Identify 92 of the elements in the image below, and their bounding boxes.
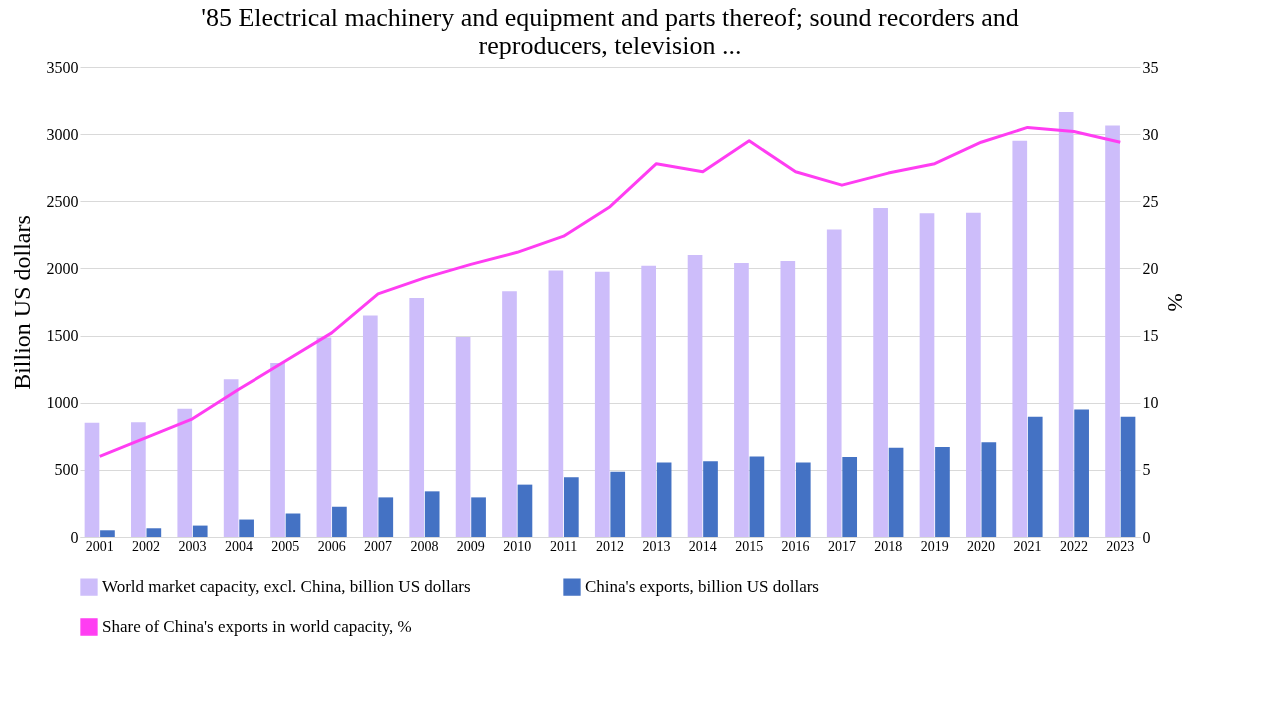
bar [687,255,703,537]
bar [548,270,564,537]
bar [131,422,146,537]
bar [873,208,888,537]
y-tick-label: 500 [54,461,79,479]
x-tick-label: 2018 [874,538,903,554]
x-tick-label: 2011 [549,538,578,554]
legend-label: Share of China's exports in world capacity, % [102,617,412,636]
bar [1012,140,1028,537]
bar [177,408,193,537]
x-tick-label: 2022 [1059,538,1088,554]
x-tick-label: 2002 [132,538,161,554]
bar [780,261,796,537]
bar [409,297,425,537]
bar [749,456,765,537]
x-tick-label: 2001 [85,538,114,554]
bar [455,336,471,537]
bar [223,379,239,537]
y-tick-label: 0 [70,528,79,546]
bar [966,212,981,537]
bar [594,271,610,537]
y-tick-label: 2000 [46,259,79,277]
bar [316,337,332,537]
bar [517,484,533,537]
y2-tick-label: 10 [1142,394,1159,412]
y2-tick-label: 20 [1142,259,1159,277]
y-axis-title: Billion US dollars [8,215,35,390]
bar [826,229,842,537]
x-tick-label: 2017 [827,538,856,554]
bar [471,497,486,537]
bar [981,442,997,537]
y2-tick-label: 30 [1142,125,1159,143]
bar [378,497,394,537]
legend-label: World market capacity, excl. China, billion US dollars [102,577,471,597]
x-tick-label: 2003 [178,538,207,554]
x-tick-label: 2023 [1106,538,1135,554]
legend-label: China's exports, billion US dollars [585,577,819,597]
x-tick-label: 2012 [596,538,624,554]
x-tick-label: 2015 [735,538,764,554]
bar [656,462,672,537]
bar [935,447,950,537]
x-tick-label: 2009 [456,538,485,554]
bar [285,513,301,537]
y2-tick-label: 15 [1142,327,1159,345]
bar [192,525,208,537]
bar [1058,111,1074,537]
y2-tick-label: 0 [1142,528,1151,546]
bar [610,471,626,537]
bar [270,363,285,537]
y-tick-label: 1500 [46,327,79,345]
y2-tick-label: 5 [1142,461,1151,479]
bar [1027,416,1043,537]
y-tick-label: 3000 [46,125,79,143]
y2-axis-title: % [1162,293,1188,312]
line-series [98,125,1122,458]
chart-title: '85 Electrical machinery and equipment and parts thereof; sound recorders and reproducers, television ... [201,3,1019,60]
x-tick-label: 2010 [503,538,532,554]
bar [146,528,162,537]
x-tick-label: 2008 [410,538,439,554]
bar [424,491,440,537]
bar [502,291,517,537]
bar [100,530,115,537]
x-tick-label: 2020 [967,538,996,554]
x-tick-label: 2006 [317,538,346,554]
x-tick-label: 2021 [1013,538,1042,554]
bar [362,315,378,537]
bar [1074,409,1089,537]
x-tick-label: 2019 [920,538,949,554]
bar [842,457,858,537]
x-tick-label: 2016 [781,538,810,554]
bar [641,265,656,537]
bar [888,447,904,537]
x-tick-label: 2007 [364,538,393,554]
x-tick-label: 2014 [688,538,717,554]
y-tick-label: 1000 [46,394,79,412]
y-tick-label: 3500 [46,58,79,76]
bar [239,519,254,537]
y2-tick-label: 35 [1142,58,1159,76]
bar [795,462,811,537]
bar [84,422,100,537]
x-tick-label: 2005 [271,538,300,554]
y2-tick-label: 25 [1142,192,1159,210]
y-tick-label: 2500 [46,192,79,210]
bar [703,461,718,537]
x-tick-label: 2013 [642,538,671,554]
bar [734,263,749,537]
bar [919,213,935,537]
x-tick-label: 2004 [224,538,253,554]
bar [332,506,347,537]
bar [1105,125,1120,537]
bar [1120,416,1136,537]
bar [564,477,579,537]
